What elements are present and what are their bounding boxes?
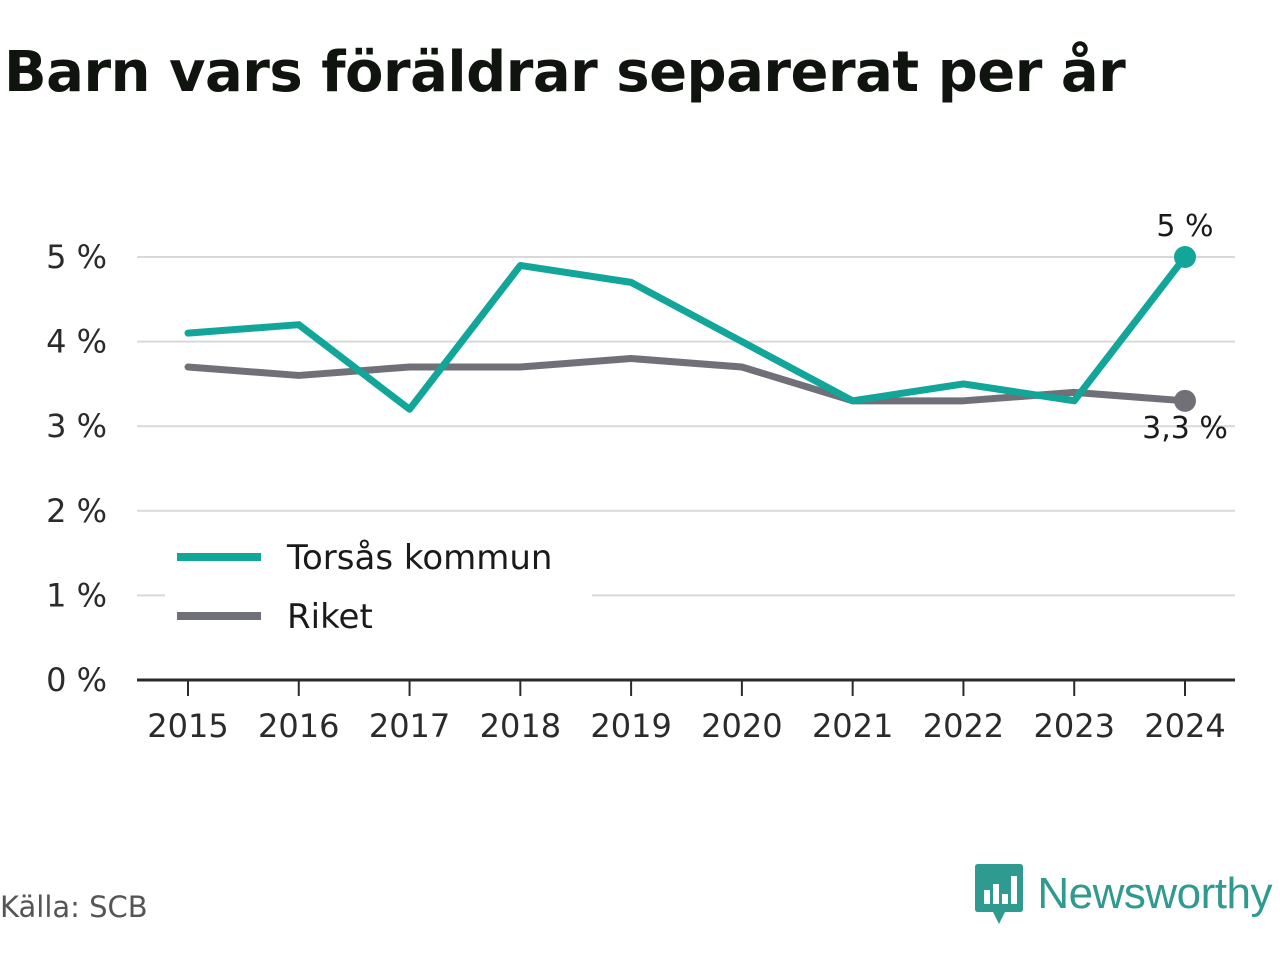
legend: Torsås kommun Riket — [165, 530, 592, 645]
y-tick-label: 4 % — [46, 323, 107, 361]
legend-label: Riket — [287, 597, 373, 637]
x-tick-label: 2021 — [812, 707, 893, 745]
x-tick-label: 2018 — [480, 707, 561, 745]
y-tick-label: 0 % — [46, 661, 107, 699]
x-tick-label: 2017 — [369, 707, 450, 745]
end-point — [1174, 246, 1196, 268]
brand-name: Newsworthy — [1037, 869, 1272, 918]
end-value-label: 3,3 % — [1142, 411, 1228, 446]
y-tick-label: 5 % — [46, 238, 107, 276]
y-tick-label: 2 % — [46, 492, 107, 530]
legend-label: Torsås kommun — [286, 538, 552, 578]
x-tick-label: 2023 — [1034, 707, 1115, 745]
end-value-label: 5 % — [1156, 209, 1213, 244]
x-tick-label: 2024 — [1144, 707, 1225, 745]
x-tick-label: 2019 — [590, 707, 671, 745]
x-axis — [137, 678, 1235, 696]
x-tick-label: 2022 — [923, 707, 1004, 745]
x-tick-label: 2015 — [147, 707, 228, 745]
y-tick-label: 3 % — [46, 407, 107, 445]
y-axis-labels: 0 % 1 % 2 % 3 % 4 % 5 % — [46, 238, 107, 699]
series-lines — [184, 246, 1196, 413]
end-labels: 5 % 3,3 % — [1142, 209, 1228, 446]
y-tick-label: 1 % — [46, 576, 107, 614]
source-note: Källa: SCB — [0, 890, 148, 924]
x-axis-labels: 2015 2016 2017 2018 2019 2020 2021 2022 2023 2024 — [147, 707, 1225, 745]
newsworthy-logo-icon — [975, 864, 1024, 924]
chart-title: Barn vars föräldrar separerat per år — [4, 40, 1126, 105]
x-tick-label: 2016 — [258, 707, 339, 745]
end-point — [1174, 389, 1196, 412]
series-line — [184, 253, 1189, 413]
legend-background — [165, 530, 592, 645]
brand-logo: Newsworthy — [975, 862, 1272, 926]
x-tick-label: 2020 — [701, 707, 782, 745]
